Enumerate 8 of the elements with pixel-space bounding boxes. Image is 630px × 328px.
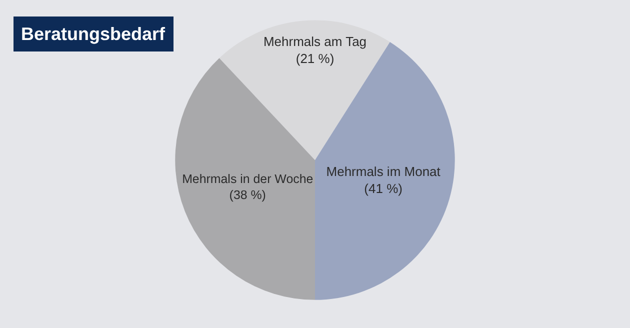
pie-slice bbox=[219, 20, 390, 160]
slice-label: Mehrmals in der Woche bbox=[182, 172, 314, 186]
data-label: (38 %) bbox=[229, 188, 266, 202]
data-label: (21 %) bbox=[296, 51, 334, 66]
slice-label: Mehrmals im Monat bbox=[326, 164, 441, 180]
data-label: (41 %) bbox=[364, 180, 402, 196]
chart-title: Beratungsbedarf bbox=[21, 24, 166, 44]
slice-label: Mehrmals am Tag bbox=[263, 34, 367, 50]
